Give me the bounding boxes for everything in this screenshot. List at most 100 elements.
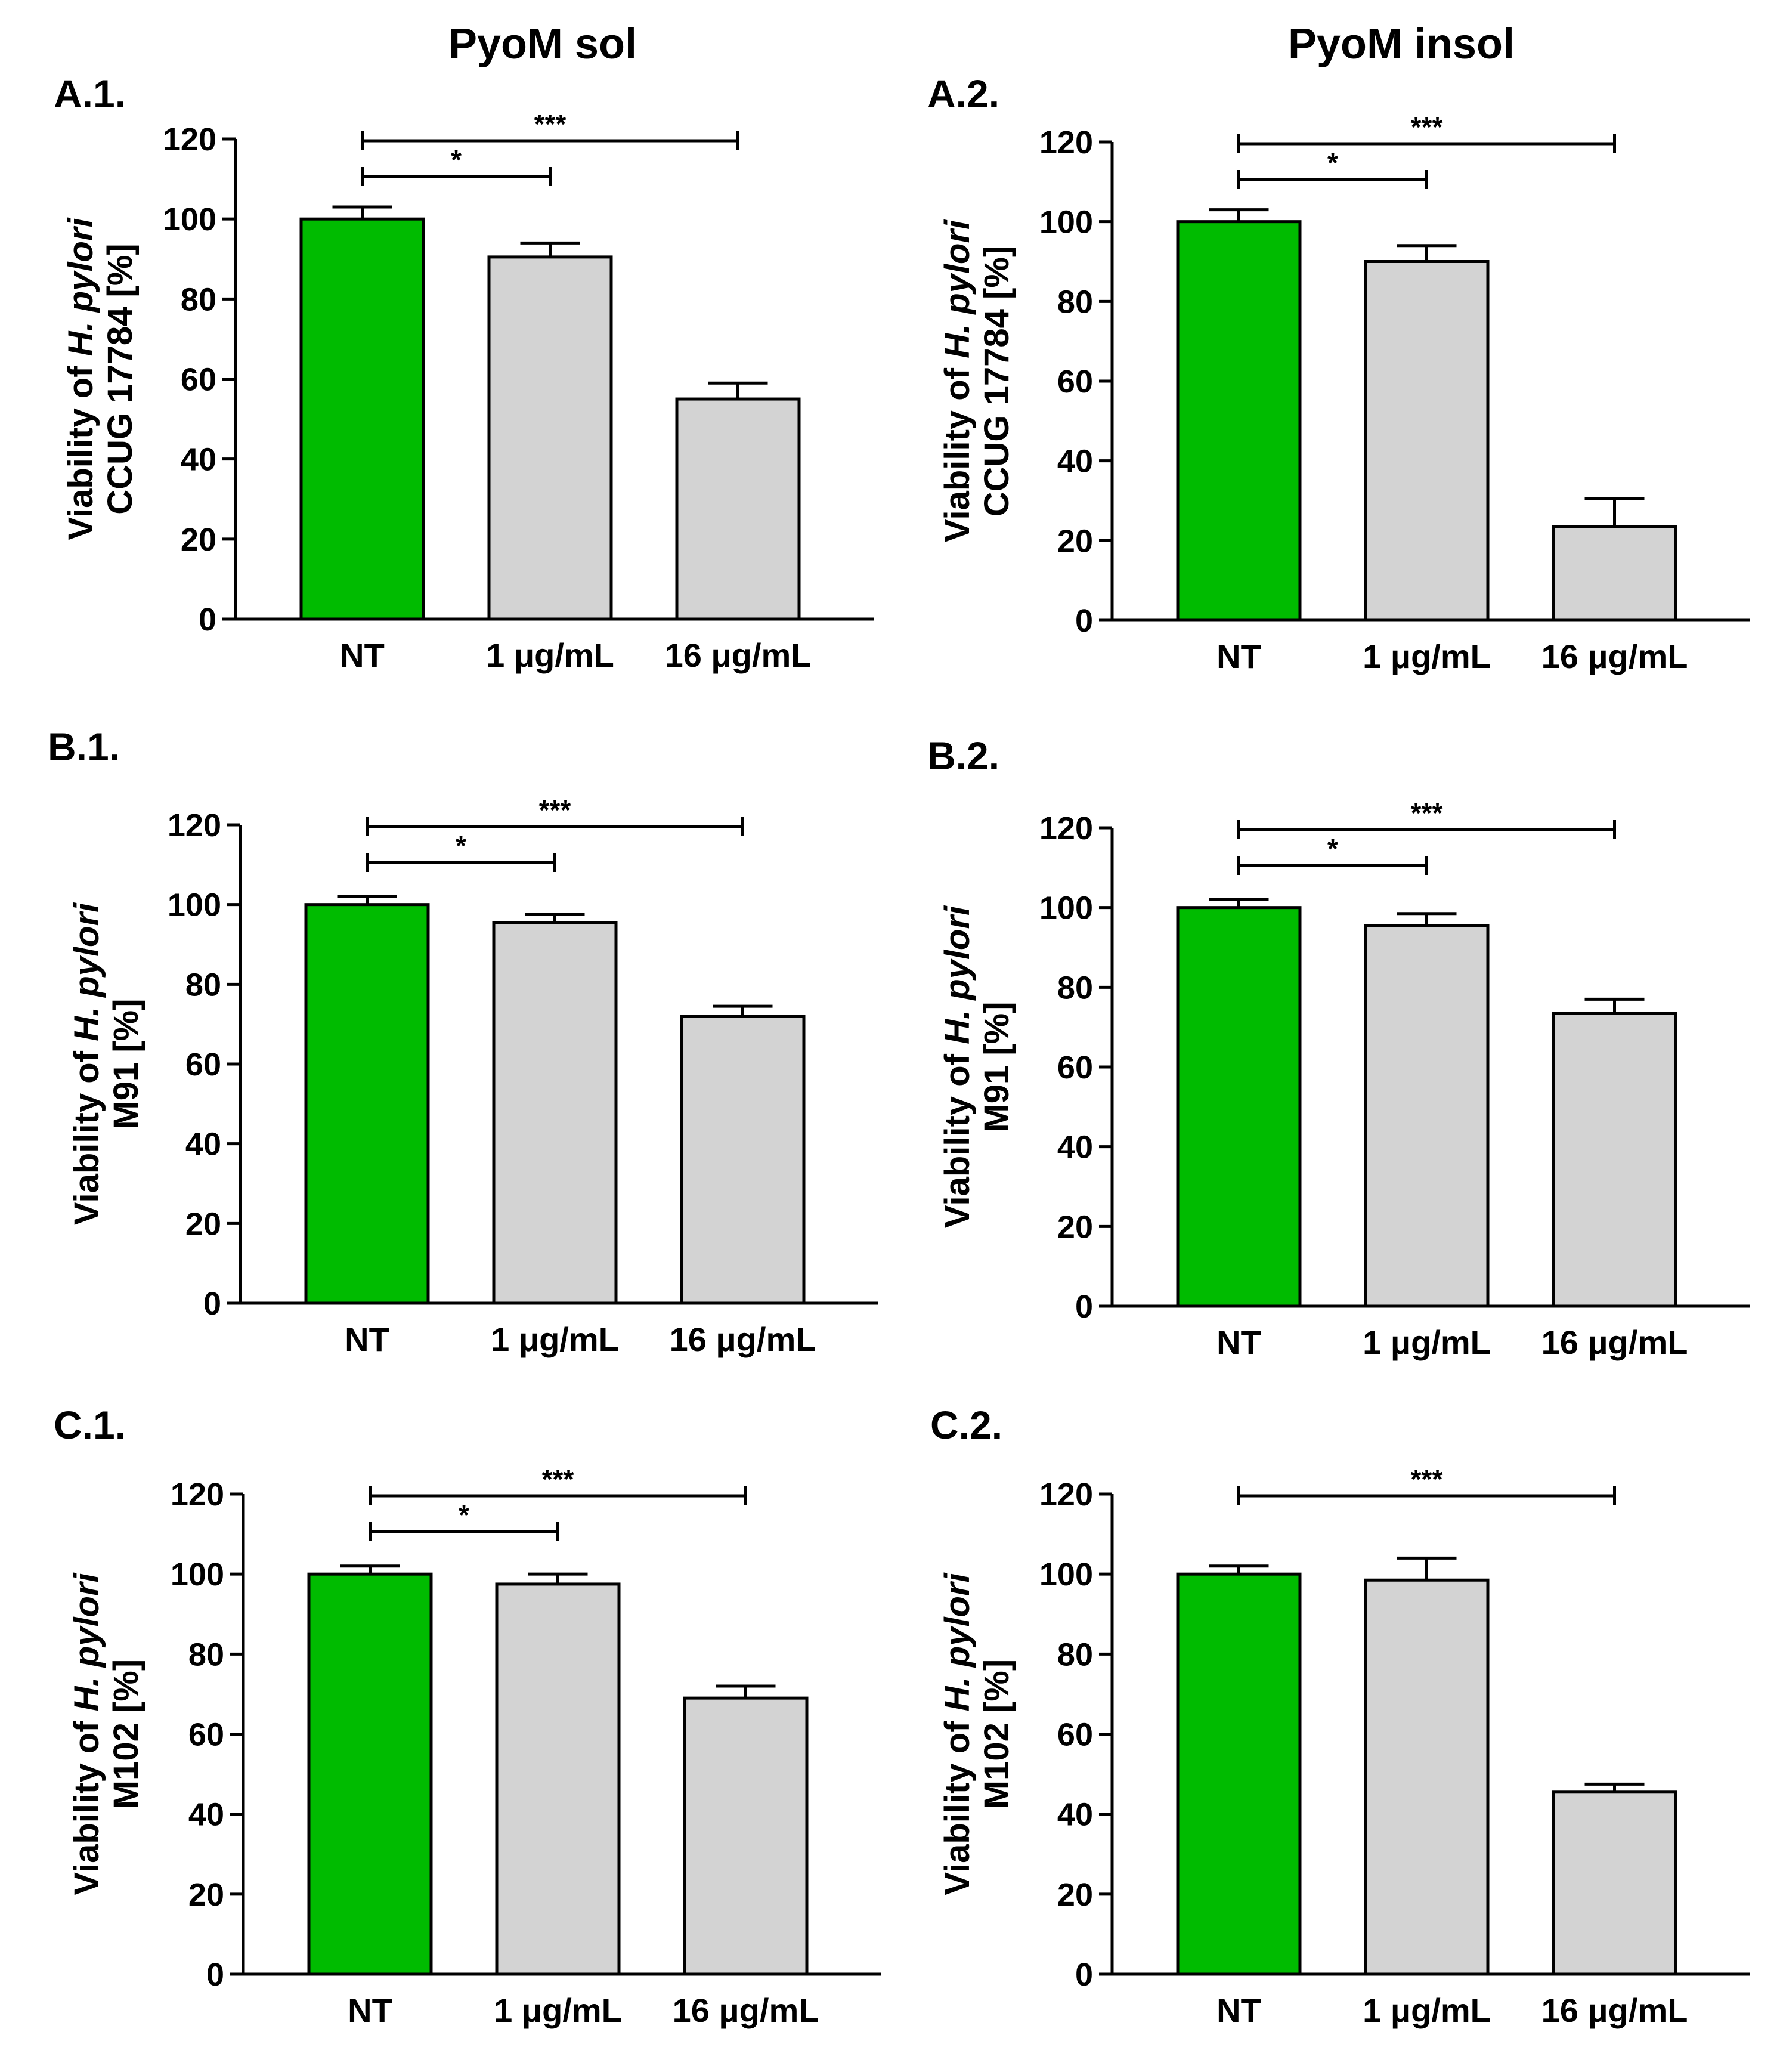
x-tick-label: 16 μg/mL bbox=[1541, 638, 1688, 675]
y-tick-label: 40 bbox=[1057, 444, 1093, 480]
y-tick-label: 100 bbox=[171, 1557, 224, 1592]
y-tick-label: 120 bbox=[1039, 1477, 1093, 1513]
y-tick-label: 60 bbox=[185, 1047, 221, 1083]
panel-a2: A.2. Viability of H. pylori CCUG 17784 [%]… bbox=[927, 72, 1750, 675]
x-tick-label: NT bbox=[340, 636, 385, 674]
y-tick-label: 0 bbox=[1075, 603, 1093, 639]
x-tick-label: 16 μg/mL bbox=[670, 1320, 816, 1358]
panel-label: B.2. bbox=[927, 734, 999, 778]
y-axis-title-line2: M102 [%] bbox=[107, 1659, 146, 1809]
bar-treatment bbox=[683, 1696, 809, 1976]
x-tick-label: NT bbox=[348, 1991, 392, 2029]
x-tick-label: 1 μg/mL bbox=[1363, 638, 1491, 675]
y-tick-label: 0 bbox=[199, 602, 216, 638]
y-tick-label: 20 bbox=[185, 1206, 221, 1242]
panel-label: A.1. bbox=[54, 72, 126, 116]
y-tick-label: 120 bbox=[163, 122, 216, 157]
significance-label: *** bbox=[534, 109, 566, 140]
y-tick-label: 0 bbox=[203, 1286, 221, 1322]
x-tick-label: 1 μg/mL bbox=[491, 1320, 619, 1358]
bar-control bbox=[307, 1572, 433, 1976]
bar-treatment bbox=[1552, 1012, 1677, 1308]
y-tick-label: 0 bbox=[1075, 1289, 1093, 1325]
y-tick-label: 20 bbox=[188, 1877, 224, 1913]
significance-label: * bbox=[459, 1499, 469, 1530]
y-axis-title-line2: CCUG 17784 [%] bbox=[977, 246, 1016, 517]
significance-label: *** bbox=[539, 794, 571, 825]
significance-label: *** bbox=[1411, 797, 1443, 828]
bar-treatment bbox=[675, 397, 801, 621]
y-tick-label: 60 bbox=[1057, 1050, 1093, 1086]
y-tick-label: 40 bbox=[1057, 1797, 1093, 1833]
y-axis-title-line2: CCUG 17784 [%] bbox=[101, 243, 140, 514]
y-tick-label: 60 bbox=[1057, 1717, 1093, 1753]
y-tick-label: 20 bbox=[1057, 1877, 1093, 1913]
y-tick-label: 80 bbox=[1057, 284, 1093, 320]
bar-control bbox=[304, 903, 430, 1305]
y-axis-title-line1: Viability of H. pylori bbox=[938, 219, 977, 542]
y-axis-title-line2: M91 [%] bbox=[977, 1001, 1016, 1132]
y-axis-title-line2: M102 [%] bbox=[977, 1659, 1016, 1809]
bar-treatment bbox=[1552, 525, 1677, 622]
x-tick-label: 1 μg/mL bbox=[1363, 1991, 1491, 2029]
x-tick-label: NT bbox=[345, 1320, 389, 1358]
significance-label: * bbox=[1327, 833, 1338, 864]
y-tick-label: 60 bbox=[181, 362, 216, 398]
panel-label: B.1. bbox=[48, 725, 120, 769]
y-axis-title-line1: Viability of H. pylori bbox=[67, 1572, 106, 1895]
panel-label: A.2. bbox=[927, 72, 999, 116]
x-tick-label: 16 μg/mL bbox=[1541, 1991, 1688, 2029]
y-axis-title-line1: Viability of H. pylori bbox=[61, 217, 100, 540]
y-tick-label: 120 bbox=[171, 1477, 224, 1513]
bar-treatment bbox=[1364, 924, 1490, 1308]
y-tick-label: 40 bbox=[181, 442, 216, 478]
bar-treatment bbox=[680, 1015, 806, 1305]
panel-label: C.2. bbox=[930, 1403, 1002, 1447]
panel-label: C.1. bbox=[54, 1403, 126, 1447]
y-tick-label: 80 bbox=[181, 282, 216, 317]
column-header-sol: PyoM sol bbox=[448, 20, 637, 68]
y-tick-label: 80 bbox=[1057, 970, 1093, 1006]
x-tick-label: 16 μg/mL bbox=[673, 1991, 819, 2029]
bar-treatment bbox=[1364, 260, 1490, 622]
x-tick-label: 1 μg/mL bbox=[1363, 1323, 1491, 1361]
y-tick-label: 100 bbox=[1039, 1557, 1093, 1592]
y-tick-label: 40 bbox=[185, 1127, 221, 1162]
y-tick-label: 120 bbox=[1039, 811, 1093, 846]
bar-treatment bbox=[495, 1582, 621, 1976]
x-tick-label: 1 μg/mL bbox=[494, 1991, 622, 2029]
x-tick-label: NT bbox=[1216, 1991, 1261, 2029]
y-tick-label: 60 bbox=[1057, 364, 1093, 400]
y-axis-title-line1: Viability of H. pylori bbox=[938, 1572, 977, 1895]
x-tick-label: 16 μg/mL bbox=[665, 636, 812, 674]
x-tick-label: NT bbox=[1216, 638, 1261, 675]
y-tick-label: 20 bbox=[1057, 1209, 1093, 1245]
y-tick-label: 40 bbox=[188, 1797, 224, 1833]
y-tick-label: 100 bbox=[1039, 205, 1093, 240]
significance-label: * bbox=[451, 144, 462, 175]
y-tick-label: 100 bbox=[168, 887, 221, 923]
y-tick-label: 0 bbox=[206, 1957, 224, 1993]
y-tick-label: 80 bbox=[1057, 1637, 1093, 1672]
y-tick-label: 80 bbox=[188, 1637, 224, 1672]
bar-treatment bbox=[492, 921, 618, 1305]
bar-control bbox=[1176, 220, 1302, 622]
bar-treatment bbox=[1552, 1790, 1677, 1976]
y-tick-label: 100 bbox=[163, 202, 216, 237]
bar-treatment bbox=[1364, 1578, 1490, 1976]
significance-label: * bbox=[1327, 147, 1338, 178]
y-tick-label: 120 bbox=[168, 808, 221, 843]
y-tick-label: 40 bbox=[1057, 1130, 1093, 1165]
bar-control bbox=[1176, 1572, 1302, 1976]
y-tick-label: 100 bbox=[1039, 890, 1093, 926]
x-tick-label: NT bbox=[1216, 1323, 1261, 1361]
y-tick-label: 60 bbox=[188, 1717, 224, 1753]
significance-label: * bbox=[456, 830, 466, 861]
x-tick-label: 1 μg/mL bbox=[486, 636, 614, 674]
y-tick-label: 80 bbox=[185, 967, 221, 1003]
